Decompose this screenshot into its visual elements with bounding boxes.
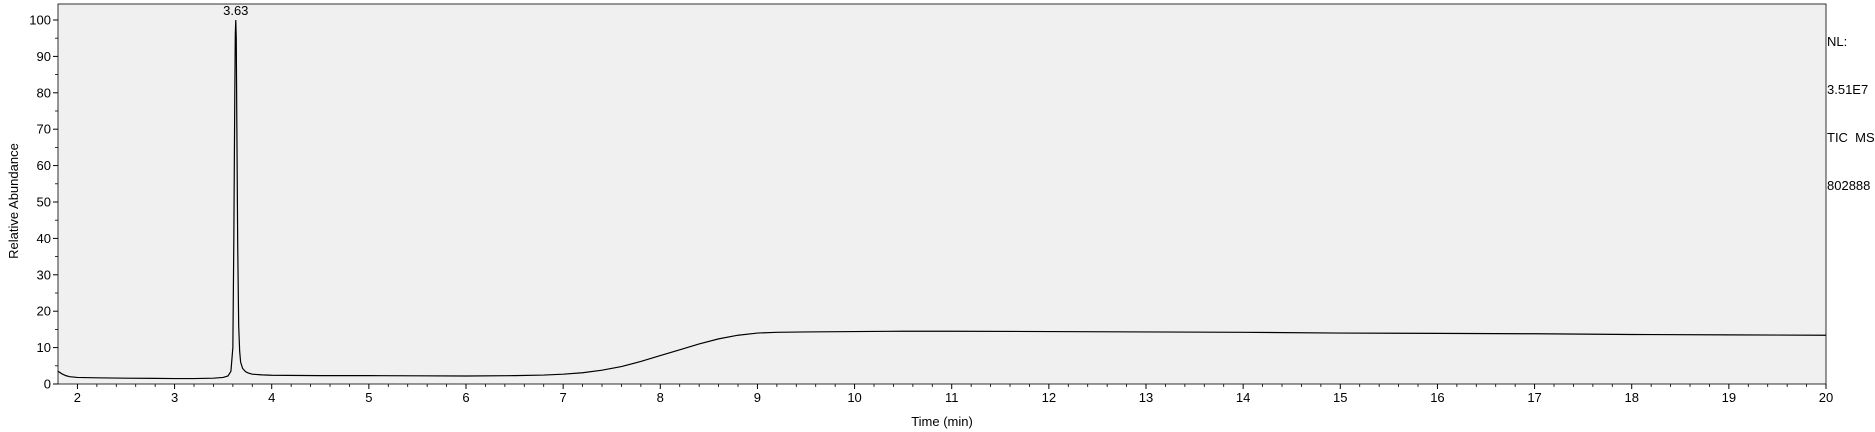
x-tick-label: 11 (945, 390, 959, 405)
y-tick-label: 100 (29, 13, 51, 28)
x-tick-label: 19 (1722, 390, 1736, 405)
y-tick-label: 60 (37, 158, 51, 173)
peak-labels: 3.63 (223, 3, 248, 18)
x-tick-label: 15 (1333, 390, 1347, 405)
x-tick-label: 5 (365, 390, 372, 405)
x-tick-label: 3 (171, 390, 178, 405)
y-tick-label: 10 (37, 340, 51, 355)
file-id: 802888 (1827, 178, 1871, 193)
nl-label: NL: (1827, 34, 1848, 49)
x-tick-label: 12 (1042, 390, 1056, 405)
x-axis-label: Time (min) (911, 414, 973, 429)
y-tick-label: 50 (37, 195, 51, 210)
tic-trace-line (57, 19, 1827, 380)
x-tick-label: 17 (1527, 390, 1541, 405)
x-tick-label: 10 (847, 390, 861, 405)
x-tick-label: 16 (1430, 390, 1444, 405)
y-tick-label: 70 (37, 122, 51, 137)
scan-filter: TIC MS (1827, 130, 1875, 145)
x-tick-label: 2 (74, 390, 81, 405)
x-tick-label: 6 (462, 390, 469, 405)
y-tick-label: 20 (37, 304, 51, 319)
y-tick-label: 40 (37, 231, 51, 246)
nl-value: 3.51E7 (1827, 82, 1869, 97)
axis-ticks: 2 3 4 5 6 7 8 9 10 11 12 13 14 15 16 17 18 19 20 0 10 20 30 40 5… (29, 13, 1833, 406)
x-tick-label: 4 (268, 390, 275, 405)
x-tick-label: 14 (1236, 390, 1250, 405)
normalization-info: NL: 3.51E7 TIC MS 802888 (1827, 2, 1875, 210)
y-tick-label: 0 (44, 377, 51, 392)
peak-label: 3.63 (223, 3, 248, 18)
x-tick-label: 13 (1139, 390, 1153, 405)
y-tick-label: 90 (37, 49, 51, 64)
y-tick-label: 80 (37, 85, 51, 100)
y-tick-label: 30 (37, 267, 51, 282)
x-tick-label: 7 (560, 390, 567, 405)
x-tick-label: 8 (657, 390, 664, 405)
x-tick-label: 20 (1819, 390, 1833, 405)
plot-area (57, 3, 1827, 385)
x-tick-label: 18 (1624, 390, 1638, 405)
x-tick-label: 9 (754, 390, 761, 405)
y-axis-label: Relative Abundance (6, 143, 21, 259)
